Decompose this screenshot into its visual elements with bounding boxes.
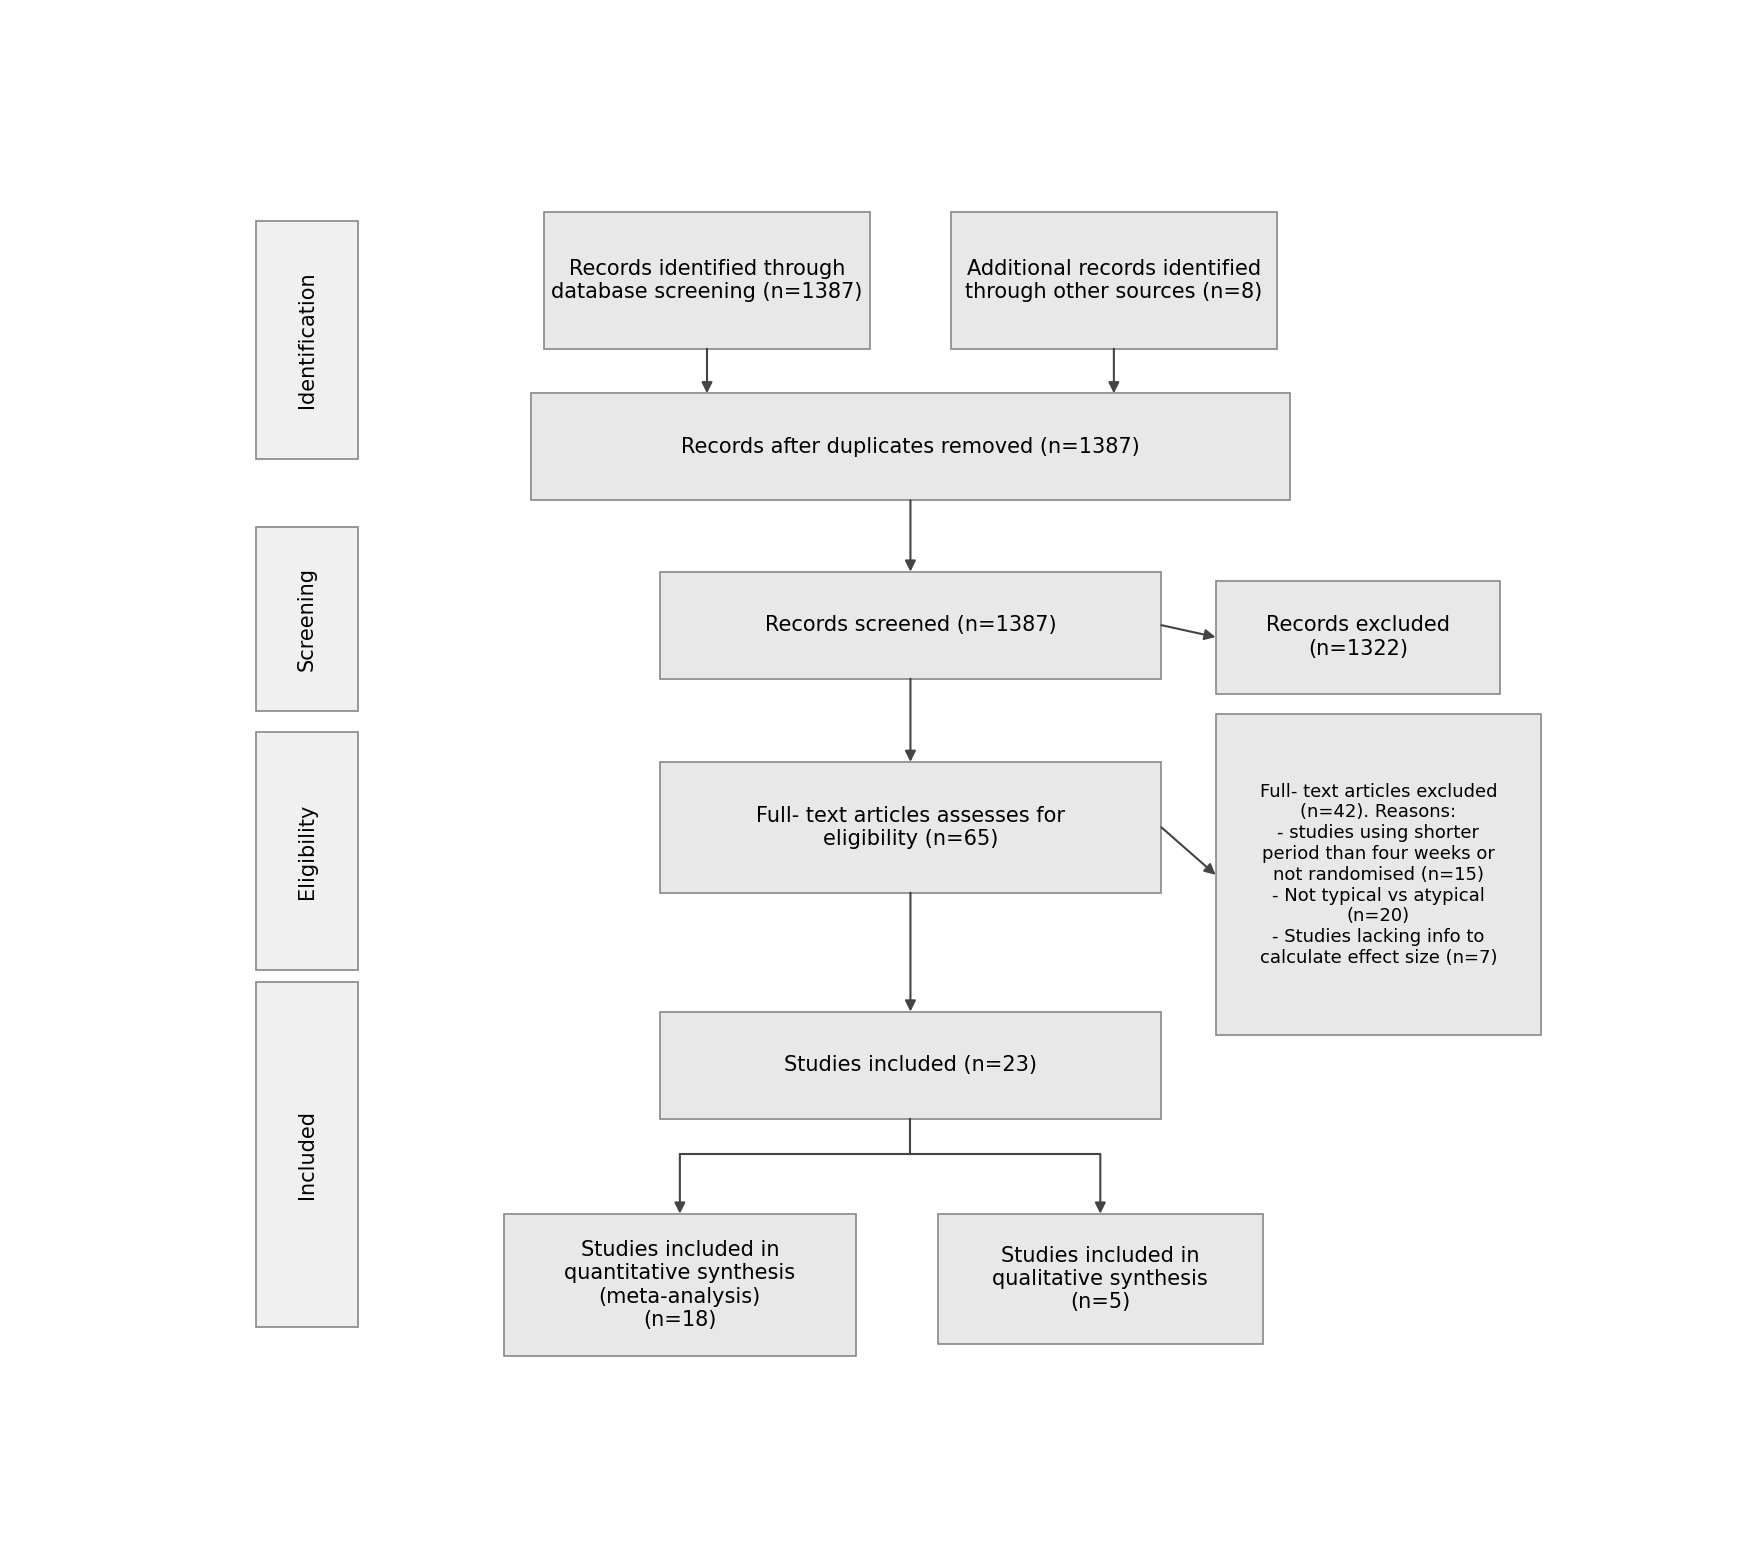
Text: Records excluded
(n=1322): Records excluded (n=1322) <box>1265 616 1451 659</box>
FancyBboxPatch shape <box>255 221 357 459</box>
Text: Full- text articles assesses for
eligibility (n=65): Full- text articles assesses for eligibi… <box>756 806 1066 849</box>
FancyBboxPatch shape <box>1216 581 1500 693</box>
FancyBboxPatch shape <box>544 212 870 349</box>
Text: Records identified through
database screening (n=1387): Records identified through database scre… <box>551 259 863 303</box>
FancyBboxPatch shape <box>530 394 1290 500</box>
Text: Studies included in
quantitative synthesis
(meta-analysis)
(n=18): Studies included in quantitative synthes… <box>564 1240 796 1329</box>
Text: Screening: Screening <box>298 567 317 672</box>
FancyBboxPatch shape <box>504 1214 856 1356</box>
FancyBboxPatch shape <box>938 1214 1264 1345</box>
FancyBboxPatch shape <box>660 761 1162 892</box>
Text: Records screened (n=1387): Records screened (n=1387) <box>765 615 1057 635</box>
Text: Full- text articles excluded
(n=42). Reasons:
- studies using shorter
period tha: Full- text articles excluded (n=42). Rea… <box>1260 783 1496 967</box>
FancyBboxPatch shape <box>255 732 357 970</box>
FancyBboxPatch shape <box>660 1011 1162 1118</box>
FancyBboxPatch shape <box>255 527 357 712</box>
Text: Additional records identified
through other sources (n=8): Additional records identified through ot… <box>966 259 1262 303</box>
Text: Studies included (n=23): Studies included (n=23) <box>784 1055 1038 1075</box>
FancyBboxPatch shape <box>255 982 357 1326</box>
FancyBboxPatch shape <box>952 212 1278 349</box>
Text: Identification: Identification <box>298 272 317 408</box>
Text: Studies included in
qualitative synthesis
(n=5): Studies included in qualitative synthesi… <box>992 1246 1208 1312</box>
Text: Included: Included <box>298 1110 317 1198</box>
FancyBboxPatch shape <box>660 571 1162 679</box>
Text: Eligibility: Eligibility <box>298 803 317 899</box>
FancyBboxPatch shape <box>1216 715 1542 1036</box>
Text: Records after duplicates removed (n=1387): Records after duplicates removed (n=1387… <box>681 437 1139 457</box>
